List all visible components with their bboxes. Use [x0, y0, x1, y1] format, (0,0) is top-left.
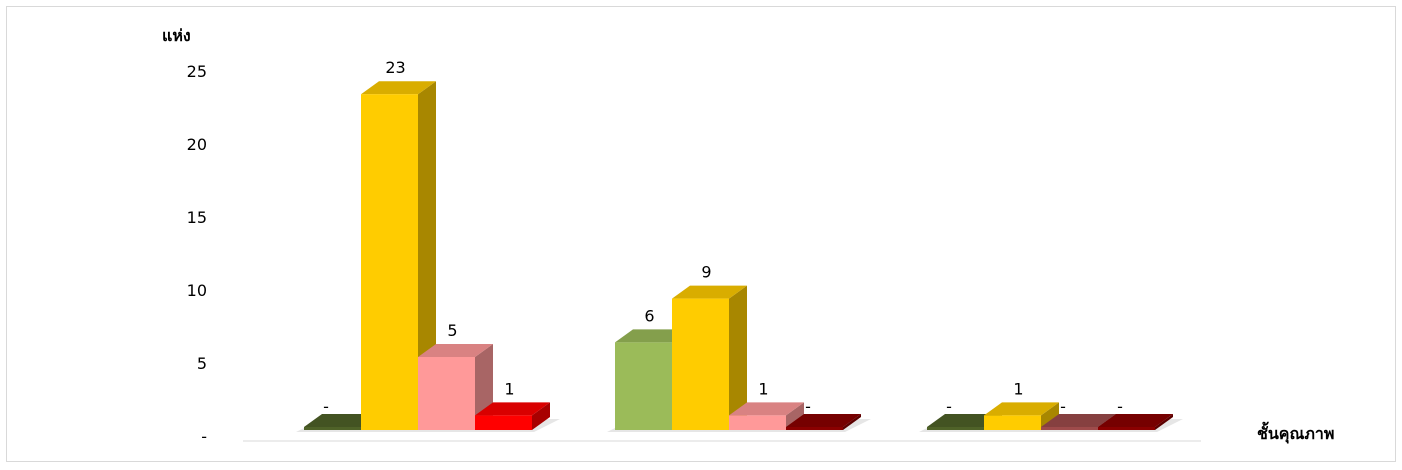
y-tick-labels: - 5 10 15 20 25 [187, 62, 207, 446]
bar-front [418, 357, 475, 430]
bar-front [786, 427, 843, 430]
bar [672, 285, 747, 430]
bar-top [418, 344, 493, 357]
data-label: 1 [504, 379, 514, 398]
bar-top [984, 402, 1059, 416]
bar-front [729, 415, 786, 430]
bar [984, 402, 1059, 430]
bar-front [475, 415, 532, 430]
bar-side [729, 285, 747, 430]
data-label: 1 [1013, 379, 1023, 398]
y-tick-label: 5 [197, 354, 207, 373]
data-label: 6 [644, 306, 654, 325]
bar-side [418, 81, 436, 430]
data-label: - [946, 397, 952, 416]
data-label: 9 [701, 263, 711, 282]
data-label: 5 [447, 321, 457, 340]
bar-top [672, 285, 747, 299]
data-label: - [323, 397, 329, 416]
y-tick-label: 10 [187, 281, 207, 300]
bar-side [843, 414, 861, 430]
bar-front [927, 427, 984, 430]
bar-top [615, 329, 690, 343]
y-tick-label: - [201, 427, 207, 446]
bar-top [475, 402, 550, 416]
bar-front [1098, 427, 1155, 430]
y-tick-label: 15 [187, 208, 207, 227]
data-label: - [805, 397, 811, 416]
bar-side [1041, 402, 1059, 430]
bar-front [672, 298, 729, 430]
bar-front [1041, 427, 1098, 430]
bar [1098, 414, 1173, 430]
bar [475, 402, 550, 430]
bar-top [1098, 414, 1173, 427]
bar-chart: แห่ง ชั้นคุณภาพ - 5 10 15 20 25 - 23 5 1 6 9 1 - - 1 - - [162, 26, 1334, 446]
bar-side [1155, 414, 1173, 430]
bar-top [786, 414, 861, 427]
chart-frame: แห่ง ชั้นคุณภาพ - 5 10 15 20 25 - 23 5 1 6 9 1 - - 1 - - [6, 6, 1396, 462]
bar-front [984, 415, 1041, 430]
bar-top [729, 402, 804, 416]
bar-front [615, 342, 672, 430]
bar-side [786, 402, 804, 430]
bar-series-group [296, 81, 1183, 432]
data-labels: - 23 5 1 6 9 1 - - 1 - - [323, 58, 1123, 416]
bar [786, 414, 861, 430]
y-axis-title: แห่ง [162, 26, 191, 45]
bar [361, 81, 436, 430]
bar-top [361, 81, 436, 95]
data-label: 23 [385, 58, 405, 77]
bar-top [1041, 414, 1116, 427]
bar-front [304, 427, 361, 430]
bar [418, 344, 493, 430]
y-tick-label: 20 [187, 135, 207, 154]
data-label: - [1117, 397, 1123, 416]
bar-top [927, 414, 1002, 427]
bar-front [361, 94, 418, 430]
x-axis-title: ชั้นคุณภาพ [1257, 421, 1334, 444]
bar-side [532, 402, 550, 430]
data-label: 1 [758, 379, 768, 398]
bar [729, 402, 804, 430]
y-tick-label: 25 [187, 62, 207, 81]
bar-top [304, 414, 379, 427]
data-label: - [1060, 397, 1066, 416]
